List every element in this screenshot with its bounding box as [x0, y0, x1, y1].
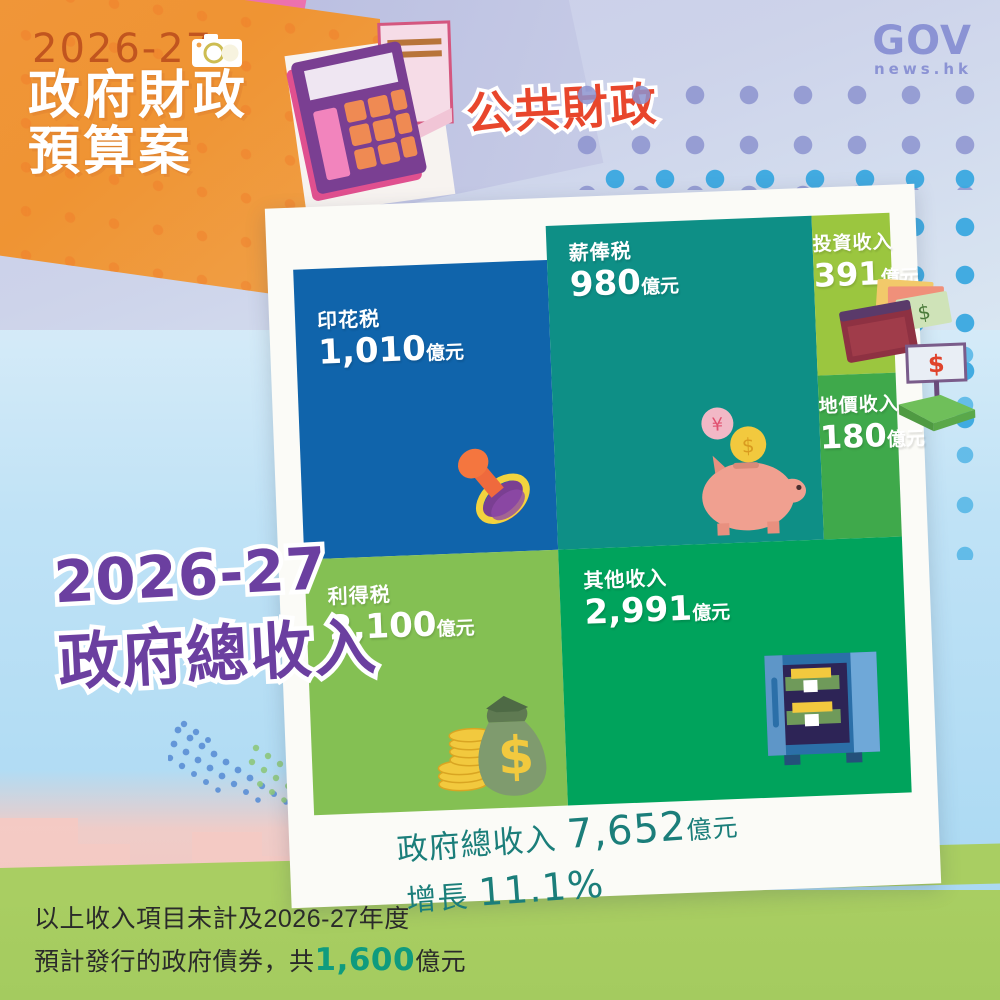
svg-text:$: $ [741, 433, 755, 457]
footnote-line2-suffix: 億元 [415, 947, 467, 976]
treemap-cell-stamp-duty[interactable]: 印花税 1,010億元 [293, 259, 559, 560]
growth-value: 11.1% [477, 861, 606, 915]
svg-text:$: $ [927, 350, 945, 379]
footnote-line2: 預計發行的政府債券，共1,600億元 [34, 938, 466, 982]
footnote-bond-amount: 1,600 [314, 941, 416, 978]
treemap-cell-salaries-tax[interactable]: 薪俸税 980億元 ¥ $ [545, 215, 824, 550]
page-title-text: 政府總收入 [52, 608, 384, 703]
treemap: 印花税 1,010億元 薪俸税 980億元 [292, 212, 976, 816]
total-revenue-label: 政府總收入 [395, 820, 558, 869]
cell-amount-salaries-tax: 980 [569, 262, 642, 306]
stamp-icon [457, 448, 530, 524]
header-year: 2026-27 [32, 26, 214, 72]
treemap-cell-profits-tax[interactable]: 利得税 2,100億元 $ [304, 549, 568, 816]
svg-text:$: $ [497, 726, 535, 787]
svg-text:¥: ¥ [711, 414, 723, 435]
footnote-line1: 以上收入項目未計及2026-27年度 [34, 905, 410, 934]
cell-amount-other-income: 2,991 [583, 588, 693, 633]
cell-unit-profits-tax: 億元 [436, 617, 476, 641]
piggy-bank-icon: ¥ $ [701, 407, 807, 536]
treemap-card: 印花税 1,010億元 薪俸税 980億元 [264, 183, 976, 909]
cell-unit-salaries-tax: 億元 [640, 275, 680, 299]
calculator-illustration [284, 20, 456, 215]
footnote-line2-prefix: 預計發行的政府債券，共 [34, 947, 315, 976]
cell-amount-stamp-duty: 1,010 [317, 328, 427, 373]
camera-icon [192, 34, 242, 67]
page-title: 2026-27 政府總收入 [48, 530, 384, 703]
wallet-icon: $ [839, 278, 952, 363]
svg-text:$: $ [916, 299, 933, 325]
safe-icon [764, 651, 881, 766]
money-bag-icon: $ [437, 695, 547, 796]
treemap-cell-other-income[interactable]: 其他收入 2,991億元 [558, 536, 912, 806]
cell-unit-other-income: 億元 [691, 602, 731, 625]
total-revenue-amount: 7,652 [565, 803, 688, 859]
header-title: 政府財政 預算案 [28, 68, 248, 180]
total-revenue-unit: 億元 [685, 812, 740, 846]
header-title-line1: 政府財政 [28, 67, 249, 125]
logo-main-text: GOV [872, 18, 972, 64]
background-green-band [0, 890, 1000, 1000]
land-sign-icon: $ [898, 342, 976, 432]
cell-unit-stamp-duty: 億元 [425, 342, 465, 365]
footnote: 以上收入項目未計及2026-27年度 預計發行的政府債券，共1,600億元 [34, 902, 466, 982]
header-title-line2: 預算案 [28, 123, 194, 182]
